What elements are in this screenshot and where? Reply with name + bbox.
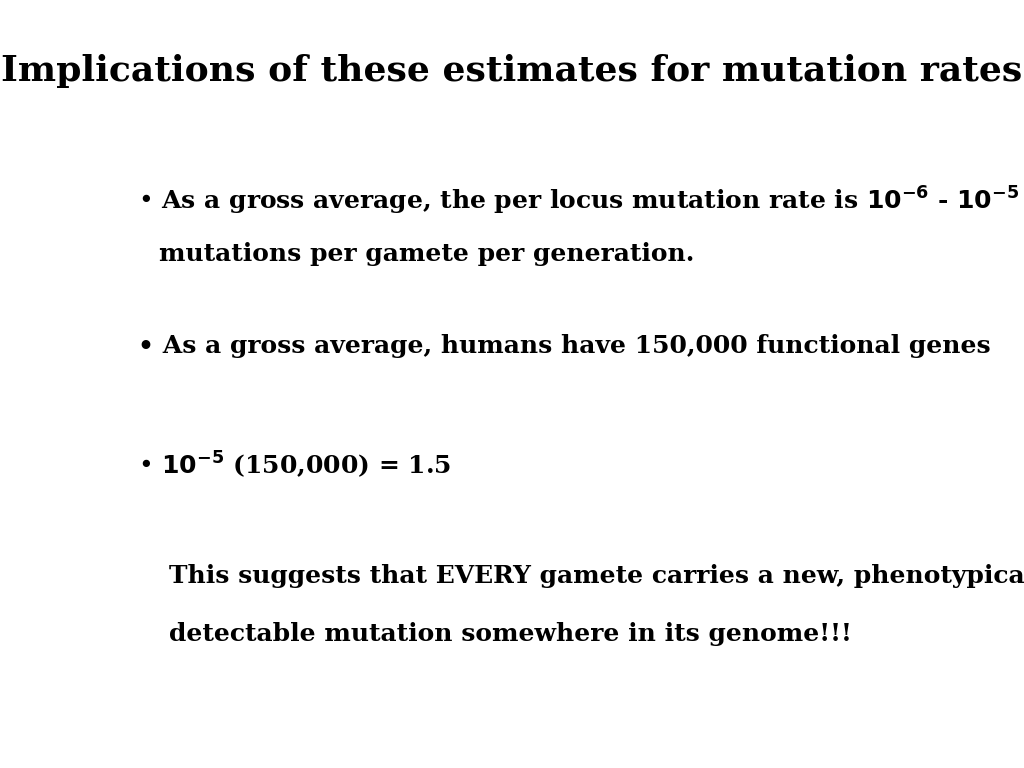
- Text: This suggests that EVERY gamete carries a new, phenotypically: This suggests that EVERY gamete carries …: [169, 564, 1024, 588]
- Text: Implications of these estimates for mutation rates: Implications of these estimates for muta…: [1, 54, 1023, 88]
- Text: • $\mathbf{10^{-5}}$ (150,000) = 1.5: • $\mathbf{10^{-5}}$ (150,000) = 1.5: [138, 449, 452, 480]
- Text: • As a gross average, the per locus mutation rate is $\mathbf{10^{-6}}$ - $\math: • As a gross average, the per locus muta…: [138, 184, 1020, 217]
- Text: • As a gross average, humans have 150,000 functional genes: • As a gross average, humans have 150,00…: [138, 334, 991, 358]
- Text: detectable mutation somewhere in its genome!!!: detectable mutation somewhere in its gen…: [169, 622, 852, 646]
- Text: mutations per gamete per generation.: mutations per gamete per generation.: [159, 242, 694, 266]
